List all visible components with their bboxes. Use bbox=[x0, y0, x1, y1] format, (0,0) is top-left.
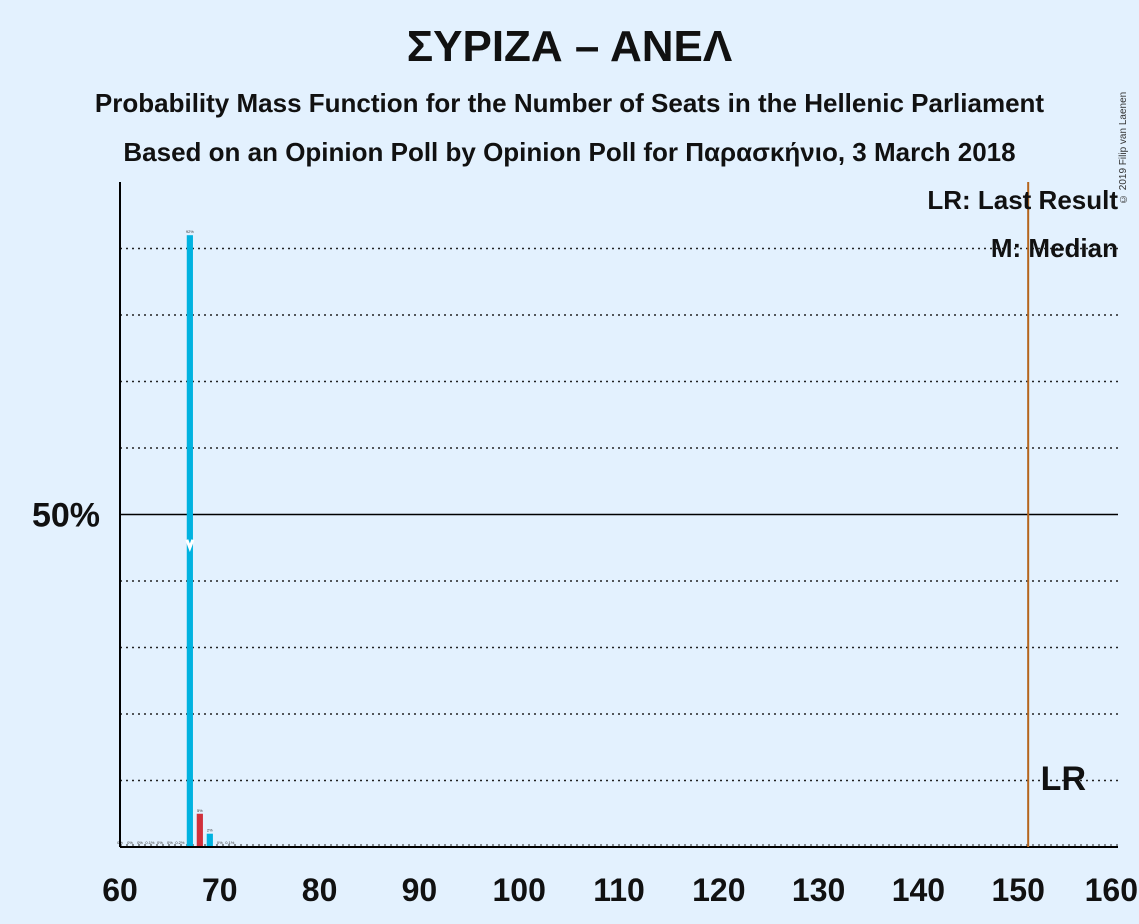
x-tick-80: 80 bbox=[302, 872, 338, 908]
small-label-65: 0% bbox=[167, 840, 173, 845]
small-label-71: 0.1% bbox=[225, 840, 235, 845]
bar-67 bbox=[186, 235, 193, 847]
chart-subtitle: Probability Mass Function for the Number… bbox=[94, 88, 1045, 118]
chart-source: Based on an Opinion Poll by Opinion Poll… bbox=[123, 137, 1016, 167]
x-tick-140: 140 bbox=[892, 872, 945, 908]
y-tick-label-50: 50% bbox=[32, 497, 100, 535]
small-label-70: 0% bbox=[217, 840, 223, 845]
bar-68 bbox=[196, 813, 203, 847]
small-label-64: 0% bbox=[157, 840, 163, 845]
small-label-61: 0% bbox=[127, 840, 133, 845]
bars: 92% 5% 2% bbox=[186, 229, 213, 847]
x-tick-130: 130 bbox=[792, 872, 845, 908]
median-marker bbox=[185, 539, 195, 553]
bar-69 bbox=[206, 833, 213, 847]
small-value-labels: 0%0%0%0.1%0%0%0.2%0%0.1% bbox=[117, 840, 235, 845]
x-tick-110: 110 bbox=[593, 872, 645, 908]
bar-label-68: 5% bbox=[197, 808, 203, 813]
chart-title: ΣΥΡΙΖΑ – ΑΝΕΛ bbox=[406, 22, 733, 71]
x-tick-60: 60 bbox=[102, 872, 138, 908]
legend-median: M: Median bbox=[991, 233, 1118, 263]
x-tick-90: 90 bbox=[402, 872, 438, 908]
x-tick-labels: 60 70 80 90 100 110 120 130 140 150 160 bbox=[102, 872, 1138, 908]
x-tick-120: 120 bbox=[692, 872, 745, 908]
legend-last-result: LR: Last Result bbox=[927, 185, 1118, 215]
gridlines bbox=[120, 247, 1118, 846]
x-tick-100: 100 bbox=[493, 872, 546, 908]
small-label-63: 0.1% bbox=[145, 840, 155, 845]
x-tick-150: 150 bbox=[992, 872, 1045, 908]
bar-label-67: 92% bbox=[186, 229, 194, 234]
x-tick-70: 70 bbox=[202, 872, 238, 908]
last-result-marker: LR bbox=[1041, 760, 1086, 798]
small-label-62: 0% bbox=[137, 840, 143, 845]
x-tick-160: 160 bbox=[1085, 872, 1138, 908]
bar-label-69: 2% bbox=[207, 828, 213, 833]
small-label-66: 0.2% bbox=[175, 840, 185, 845]
